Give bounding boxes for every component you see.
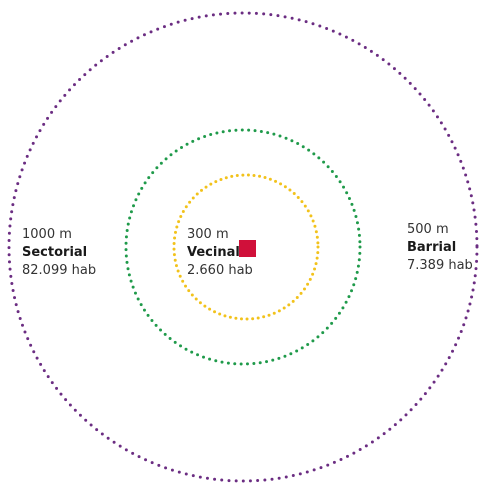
barrial-name: Barrial bbox=[407, 240, 457, 255]
sectorial-label: 1000 m Sectorial 82.099 hab bbox=[22, 226, 96, 280]
sectorial-ring bbox=[7, 11, 479, 483]
center-marker bbox=[239, 240, 256, 257]
vecinal-label: 300 m Vecinal 2.660 hab bbox=[187, 226, 253, 280]
barrial-population: 7.389 hab bbox=[407, 258, 473, 273]
vecinal-ring bbox=[172, 173, 320, 321]
sectorial-name: Sectorial bbox=[22, 245, 88, 260]
sectorial-population: 82.099 hab bbox=[22, 263, 97, 278]
barrial-label: 500 m Barrial 7.389 hab bbox=[407, 221, 473, 275]
barrial-ring bbox=[124, 128, 362, 366]
vecinal-population: 2.660 hab bbox=[187, 263, 253, 278]
sectorial-distance: 1000 m bbox=[22, 227, 72, 242]
barrial-distance: 500 m bbox=[407, 222, 449, 237]
vecinal-name: Vecinal bbox=[187, 245, 240, 260]
vecinal-distance: 300 m bbox=[187, 227, 229, 242]
